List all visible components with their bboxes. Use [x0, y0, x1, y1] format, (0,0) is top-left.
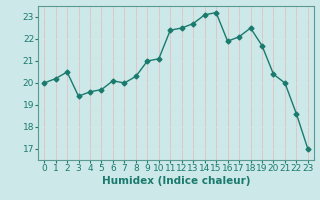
X-axis label: Humidex (Indice chaleur): Humidex (Indice chaleur)	[102, 176, 250, 186]
